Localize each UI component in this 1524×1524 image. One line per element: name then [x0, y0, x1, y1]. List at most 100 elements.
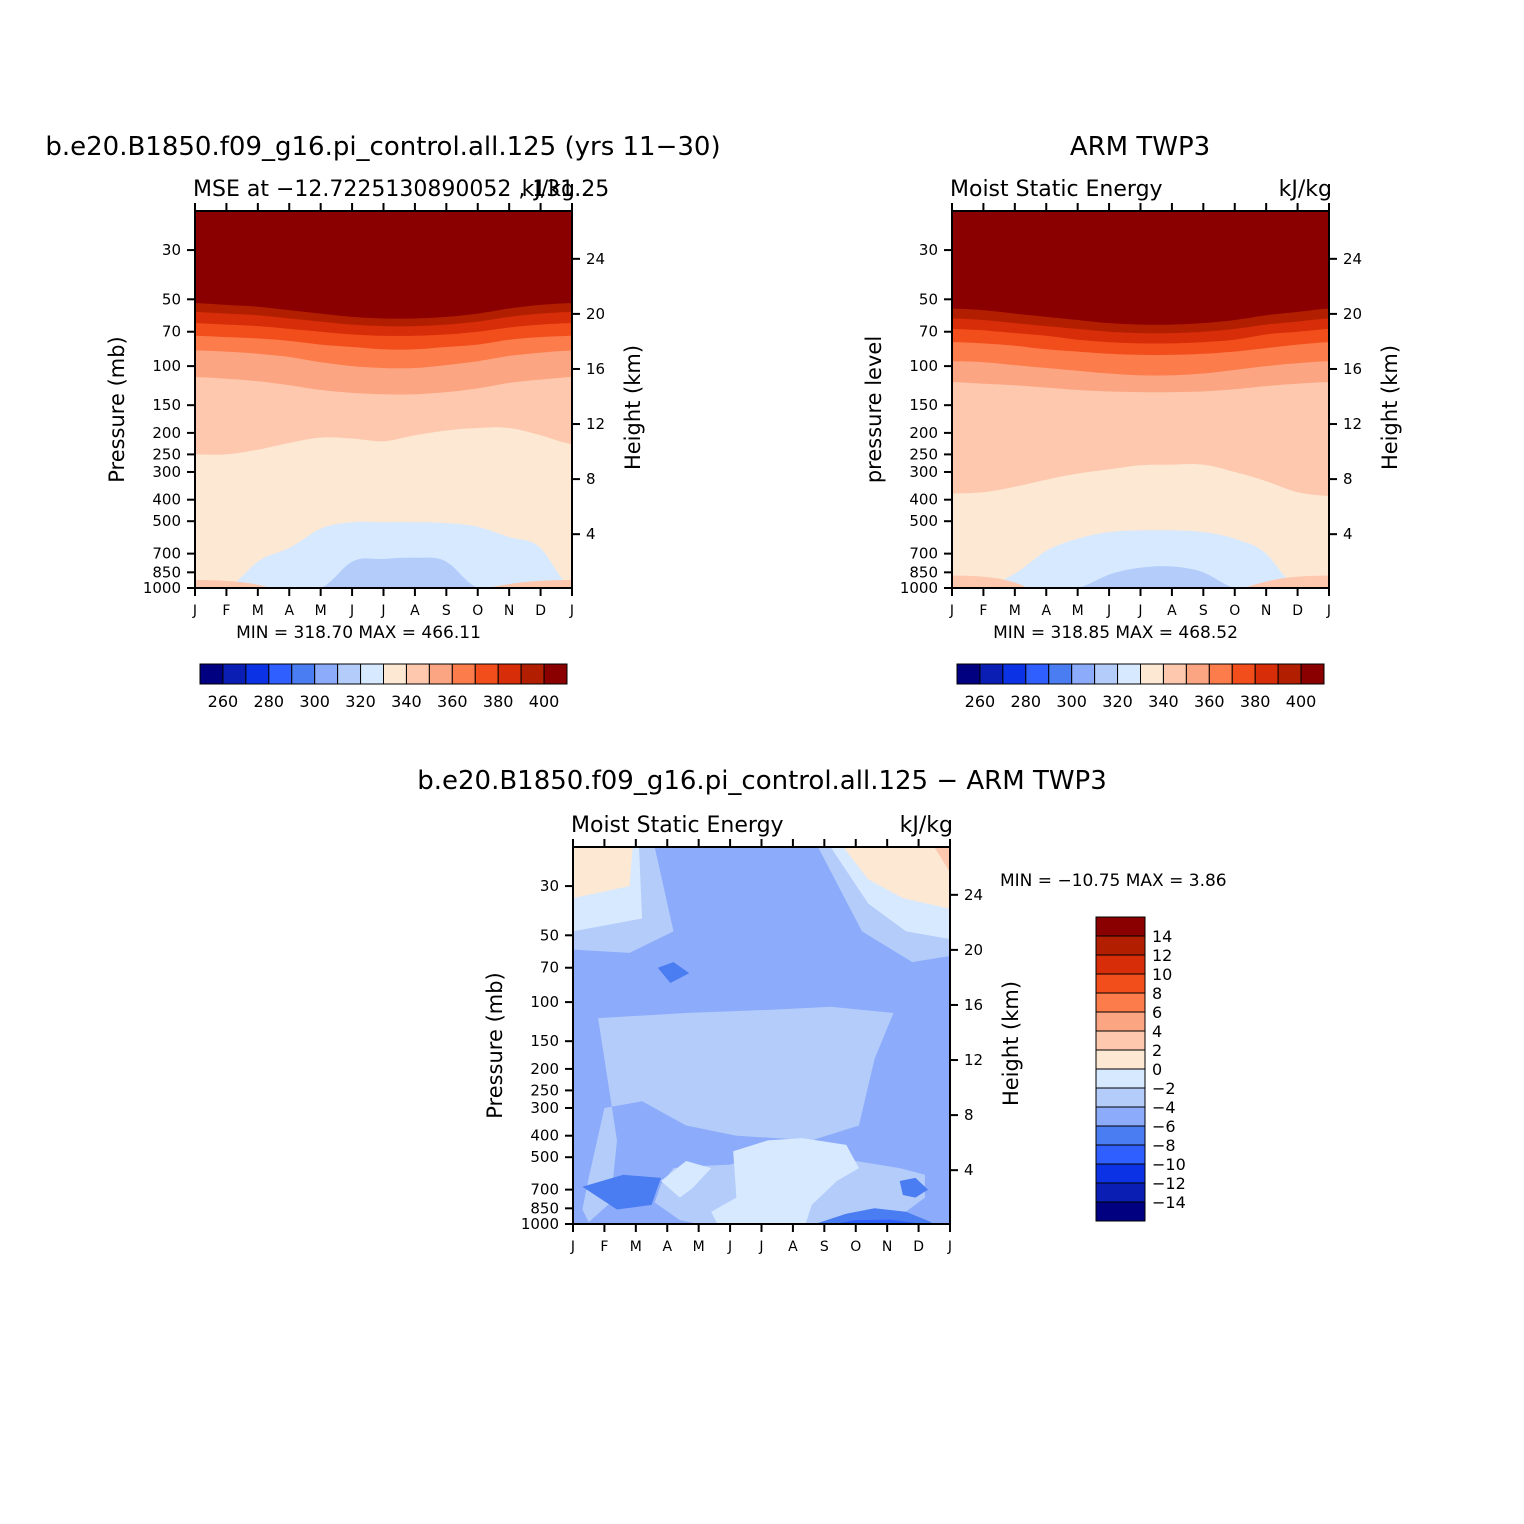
colorbar-swatch	[1095, 954, 1146, 975]
y-tick-label: 1000	[143, 579, 181, 597]
colorbar-label: 360	[437, 692, 468, 711]
y-tick-label: 500	[530, 1148, 559, 1166]
colorbar-swatch	[222, 663, 247, 685]
x-tick-label: M	[315, 603, 327, 619]
colorbar-swatch	[1140, 663, 1164, 685]
colorbar-swatch	[1095, 1144, 1146, 1165]
contour-region	[573, 847, 633, 899]
min-max-stats: MIN = 318.85 MAX = 468.52	[993, 623, 1238, 643]
colorbar-swatch	[268, 663, 293, 685]
y-tick-label: 50	[162, 290, 181, 308]
colorbar-label: 0	[1152, 1060, 1162, 1079]
x-tick-label: D	[913, 1239, 924, 1255]
contour-band	[195, 557, 572, 588]
y2-tick-label: 20	[586, 305, 605, 323]
y-tick-label: 70	[162, 323, 181, 341]
colorbar-swatch	[1208, 663, 1233, 685]
y-tick-label: 850	[909, 563, 938, 581]
y-tick-label: 850	[530, 1199, 559, 1217]
colorbar-swatch	[1095, 1087, 1146, 1108]
x-tick-label: J	[947, 1239, 952, 1255]
y2-tick-label: 24	[964, 886, 983, 904]
contour-field	[573, 847, 950, 1224]
y-tick-label: 30	[919, 241, 938, 259]
y-tick-label: 30	[540, 877, 559, 895]
colorbar-swatch	[1162, 663, 1187, 685]
x-tick-label: S	[820, 1239, 829, 1255]
colorbar-swatch	[1095, 1030, 1146, 1051]
x-tick-label: N	[1261, 603, 1271, 619]
y2-tick-label: 4	[586, 525, 596, 543]
y-tick-label: 850	[152, 563, 181, 581]
colorbar-label: −6	[1152, 1117, 1176, 1136]
contour-region	[711, 1138, 859, 1224]
colorbar-swatch	[520, 663, 545, 685]
colorbar-label: 380	[1240, 692, 1271, 711]
colorbar-swatch	[1095, 1201, 1146, 1222]
x-tick-label: M	[252, 603, 264, 619]
x-tick-label: J	[569, 603, 574, 619]
y2-tick-label: 20	[1343, 305, 1362, 323]
x-tick-label: D	[535, 603, 546, 619]
x-tick-label: A	[1041, 603, 1051, 619]
colorbar-label: 380	[483, 692, 514, 711]
x-tick-label: F	[600, 1239, 608, 1255]
colorbar-swatch	[1254, 663, 1279, 685]
x-tick-label: J	[949, 603, 954, 619]
chart-subtitle: Moist Static Energy	[571, 813, 784, 838]
colorbar-label: 280	[1011, 692, 1042, 711]
y-tick-label: 30	[162, 241, 181, 259]
colorbar-label: 8	[1152, 984, 1162, 1003]
colorbar-swatch	[1095, 935, 1146, 956]
x-tick-label: F	[979, 603, 987, 619]
y-axis-label: Pressure (mb)	[483, 972, 507, 1119]
contour-region	[818, 1208, 932, 1224]
colorbar-label: 320	[1102, 692, 1133, 711]
x-tick-label: A	[410, 603, 420, 619]
contour-region	[934, 847, 950, 873]
y2-tick-label: 12	[1343, 415, 1362, 433]
y-tick-label: 70	[919, 323, 938, 341]
x-tick-label: J	[727, 1239, 732, 1255]
colorbar-swatch	[956, 663, 981, 685]
x-tick-label: M	[693, 1239, 705, 1255]
colorbar-swatch	[1095, 1125, 1146, 1146]
colorbar-label: 10	[1152, 965, 1172, 984]
y-tick-label: 300	[152, 463, 181, 481]
colorbar-swatch	[337, 663, 362, 685]
chart-title: ARM TWP3	[1070, 132, 1210, 162]
panel-2	[944, 203, 1337, 685]
y-tick-label: 1000	[521, 1215, 559, 1233]
y-tick-label: 400	[909, 491, 938, 509]
y2-axis-label: Height (km)	[621, 345, 645, 470]
contour-band	[195, 579, 271, 588]
colorbar-label: −10	[1152, 1155, 1186, 1174]
colorbar-swatch	[314, 663, 339, 685]
y-tick-label: 200	[530, 1060, 559, 1078]
chart-subtitle: MSE at −12.7225130890052 , 131.25	[193, 177, 609, 202]
colorbar-swatch	[1095, 1068, 1146, 1089]
contour-region	[582, 1006, 894, 1223]
colorbar-label: 14	[1152, 927, 1172, 946]
colorbar-label: 4	[1152, 1022, 1162, 1041]
y-tick-label: 300	[909, 463, 938, 481]
y-axis-label: pressure level	[862, 336, 886, 483]
x-tick-label: A	[662, 1239, 672, 1255]
colorbar-swatch	[474, 663, 499, 685]
colorbar-label: 2	[1152, 1041, 1162, 1060]
colorbar-label: 400	[529, 692, 560, 711]
x-tick-label: A	[788, 1239, 798, 1255]
colorbar-label: 340	[391, 692, 422, 711]
y-tick-label: 500	[152, 512, 181, 530]
y-tick-label: 100	[152, 357, 181, 375]
contour-band	[195, 521, 572, 588]
colorbar-label: 260	[965, 692, 996, 711]
colorbar-swatch	[199, 663, 224, 685]
x-tick-label: M	[1072, 603, 1084, 619]
contour-band	[1244, 575, 1329, 588]
y-tick-label: 700	[909, 545, 938, 563]
colorbar-swatch	[1277, 663, 1302, 685]
colorbar-swatch	[1231, 663, 1256, 685]
y2-tick-label: 16	[964, 996, 983, 1014]
colorbar-label: 300	[1056, 692, 1087, 711]
